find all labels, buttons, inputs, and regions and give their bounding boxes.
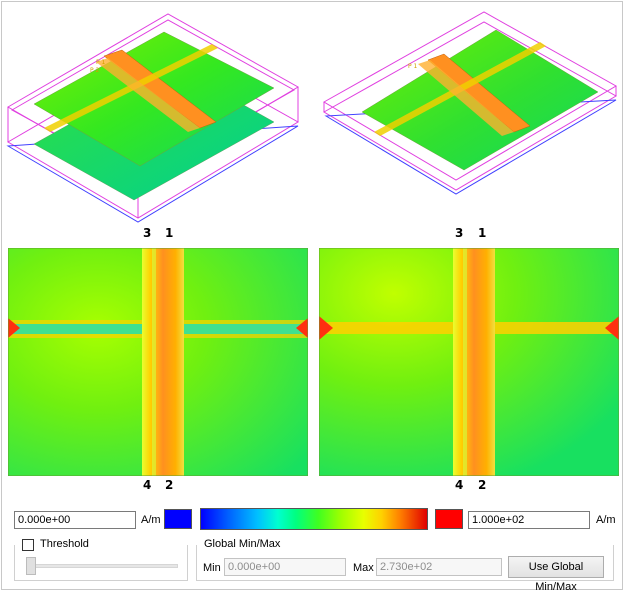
colormap-min-color-swatch[interactable] (164, 509, 192, 529)
use-global-minmax-button[interactable]: Use Global Min/Max (508, 556, 604, 593)
bounding-box-right (322, 11, 618, 191)
hotspot-left-edge-right (319, 316, 333, 340)
vertical-trace-right (453, 248, 495, 476)
view-label-1: 1 (165, 226, 174, 240)
trace-short-right (418, 60, 514, 136)
colormap-min-input[interactable] (14, 511, 136, 529)
global-min-label: Min (203, 562, 221, 574)
view-label-3: 3 (143, 226, 152, 240)
threshold-slider-track[interactable] (28, 564, 178, 568)
colormap-max-input[interactable] (468, 511, 590, 529)
threshold-slider-thumb[interactable] (26, 557, 36, 575)
threshold-label: Threshold (38, 538, 91, 550)
view-label-4: 4 (143, 478, 152, 492)
hotspot-left-edge (8, 318, 20, 338)
global-max-input[interactable] (376, 558, 502, 576)
port-label-left-2: P 2 (90, 67, 100, 74)
global-minmax-title: Global Min/Max (202, 538, 283, 550)
view-label-1-right: 1 (478, 226, 487, 240)
global-max-label: Max (353, 562, 374, 574)
vertical-trace-left (142, 248, 184, 476)
threshold-checkbox[interactable] (22, 539, 34, 551)
hotspot-right-edge-right (605, 316, 619, 340)
view-3d-right[interactable]: P 1 (318, 4, 622, 226)
port-label-left: P 1 (96, 59, 106, 66)
threshold-group (14, 545, 188, 581)
view-top-right[interactable] (319, 248, 619, 476)
view-label-3-right: 3 (455, 226, 464, 240)
view-3d-left[interactable]: P 1 P 2 (4, 4, 310, 226)
colormap-max-unit: A/m (596, 514, 616, 526)
view-label-2-right: 2 (478, 478, 487, 492)
global-min-input[interactable] (224, 558, 346, 576)
port-label-right: P 1 (408, 63, 418, 70)
colormap-max-color-swatch[interactable] (435, 509, 463, 529)
colormap-min-unit: A/m (141, 514, 161, 526)
hotspot-right-edge (296, 318, 308, 338)
view-label-4-right: 4 (455, 478, 464, 492)
colormap-gradient-bar (200, 508, 428, 530)
global-minmax-group (196, 545, 614, 581)
view-label-2: 2 (165, 478, 174, 492)
view-top-left[interactable] (8, 248, 308, 476)
trace-short (96, 58, 200, 132)
